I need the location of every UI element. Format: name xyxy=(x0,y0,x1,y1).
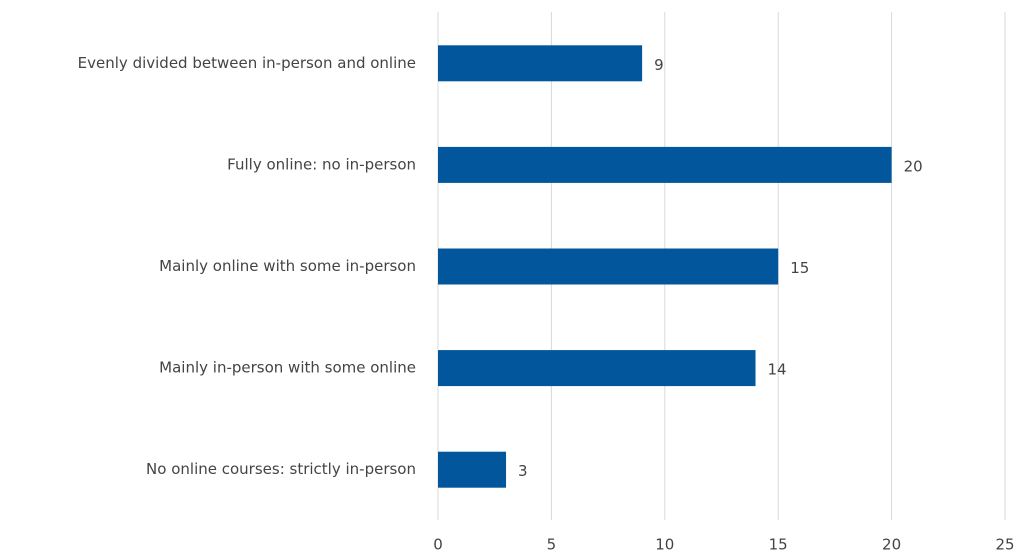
bar xyxy=(438,146,892,183)
y-tick-label: Fully online: no in-person xyxy=(227,155,416,173)
x-tick-label: 15 xyxy=(769,536,788,552)
x-tick-label: 20 xyxy=(882,536,901,552)
data-label: 20 xyxy=(904,157,923,175)
data-label: 15 xyxy=(790,259,809,277)
bar xyxy=(438,248,779,285)
y-tick-label: Evenly divided between in-person and onl… xyxy=(78,54,416,72)
bar xyxy=(438,45,643,82)
y-tick-label: No online courses: strictly in-person xyxy=(146,460,416,478)
x-tick-label: 25 xyxy=(995,536,1014,552)
bar xyxy=(438,451,507,488)
data-label: 9 xyxy=(654,56,664,74)
x-tick-label: 0 xyxy=(433,536,443,552)
x-tick-label: 10 xyxy=(655,536,674,552)
y-tick-label: Mainly online with some in-person xyxy=(159,257,416,275)
y-tick-label: Mainly in-person with some online xyxy=(159,359,416,377)
bar xyxy=(438,350,756,387)
x-tick-label: 5 xyxy=(547,536,557,552)
data-label: 14 xyxy=(768,361,787,379)
data-label: 3 xyxy=(518,462,528,480)
